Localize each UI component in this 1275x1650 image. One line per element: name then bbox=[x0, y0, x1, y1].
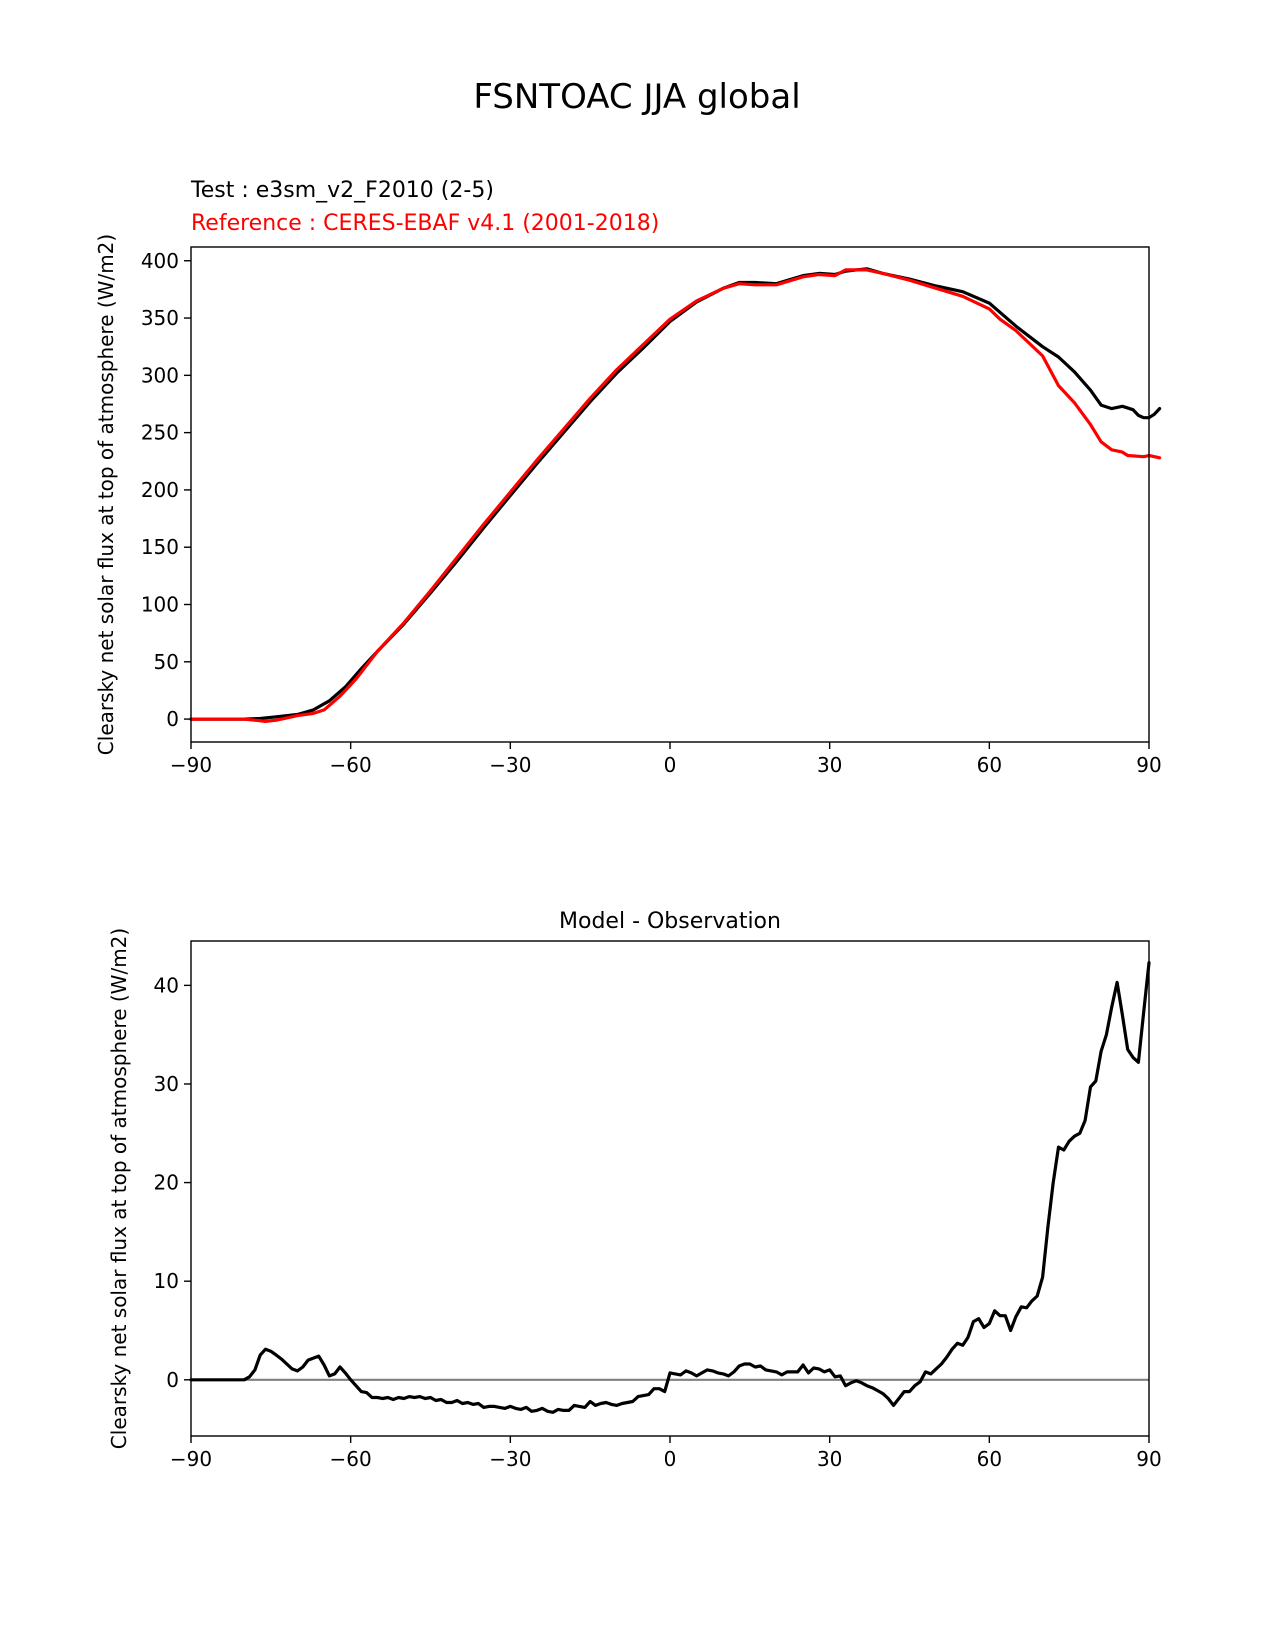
main-plot-frame bbox=[190, 246, 1150, 743]
main-plot-series bbox=[189, 267, 1162, 723]
figure-title: FSNTOAC JJA global bbox=[473, 77, 800, 117]
x-tick-label: −90 bbox=[170, 1447, 212, 1471]
x-tick-label: 0 bbox=[664, 1447, 677, 1471]
y-tick-label: 400 bbox=[141, 249, 179, 273]
y-tick-label: 100 bbox=[141, 593, 179, 617]
x-tick-label: 30 bbox=[817, 753, 842, 777]
y-tick-label: 250 bbox=[141, 421, 179, 445]
x-tick-label: 90 bbox=[1136, 1447, 1161, 1471]
main-plot-y-axis-label: Clearsky net solar flux at top of atmosp… bbox=[94, 234, 118, 755]
main-plot-panel: Test : e3sm_v2_F2010 (2-5) Reference : C… bbox=[94, 178, 1162, 777]
y-tick-label: 30 bbox=[154, 1072, 179, 1096]
y-tick-label: 40 bbox=[154, 973, 179, 997]
y-tick-label: 300 bbox=[141, 363, 179, 387]
x-tick-label: 60 bbox=[977, 753, 1002, 777]
x-tick-label: −30 bbox=[489, 753, 531, 777]
difference-plot-frame bbox=[190, 940, 1150, 1437]
x-tick-label: −60 bbox=[330, 753, 372, 777]
y-tick-label: 0 bbox=[166, 1368, 179, 1392]
x-tick-label: 60 bbox=[977, 1447, 1002, 1471]
series-line-test bbox=[189, 267, 1162, 721]
difference-plot-panel: −90 −60 −30 0 30 60 90 0 10 20 30 40 Model - Observ… bbox=[107, 909, 1162, 1471]
reference-label: Reference : CERES-EBAF v4.1 (2001-2018) bbox=[191, 211, 659, 236]
x-tick-label: −30 bbox=[489, 1447, 531, 1471]
x-tick-label: 30 bbox=[817, 1447, 842, 1471]
main-plot-ticks: −90 −60 −30 0 30 60 90 0 50 100 150 200 250 300 350 400 bbox=[141, 249, 1162, 777]
y-tick-label: 200 bbox=[141, 478, 179, 502]
x-tick-label: 90 bbox=[1136, 753, 1161, 777]
y-tick-label: 350 bbox=[141, 306, 179, 330]
y-tick-label: 0 bbox=[166, 707, 179, 731]
y-tick-label: 20 bbox=[154, 1171, 179, 1195]
difference-plot-ticks: −90 −60 −30 0 30 60 90 0 10 20 30 40 bbox=[154, 973, 1162, 1471]
x-tick-label: −60 bbox=[330, 1447, 372, 1471]
difference-plot-series bbox=[189, 961, 1151, 1414]
difference-plot-title: Model - Observation bbox=[559, 909, 781, 934]
test-label: Test : e3sm_v2_F2010 (2-5) bbox=[190, 178, 494, 203]
series-line-test bbox=[189, 961, 1151, 1414]
series-line-reference bbox=[189, 268, 1162, 723]
x-tick-label: 0 bbox=[664, 753, 677, 777]
y-tick-label: 150 bbox=[141, 535, 179, 559]
difference-plot-y-axis-label: Clearsky net solar flux at top of atmosp… bbox=[107, 928, 131, 1449]
y-tick-label: 10 bbox=[154, 1269, 179, 1293]
y-tick-label: 50 bbox=[154, 650, 179, 674]
x-tick-label: −90 bbox=[170, 753, 212, 777]
